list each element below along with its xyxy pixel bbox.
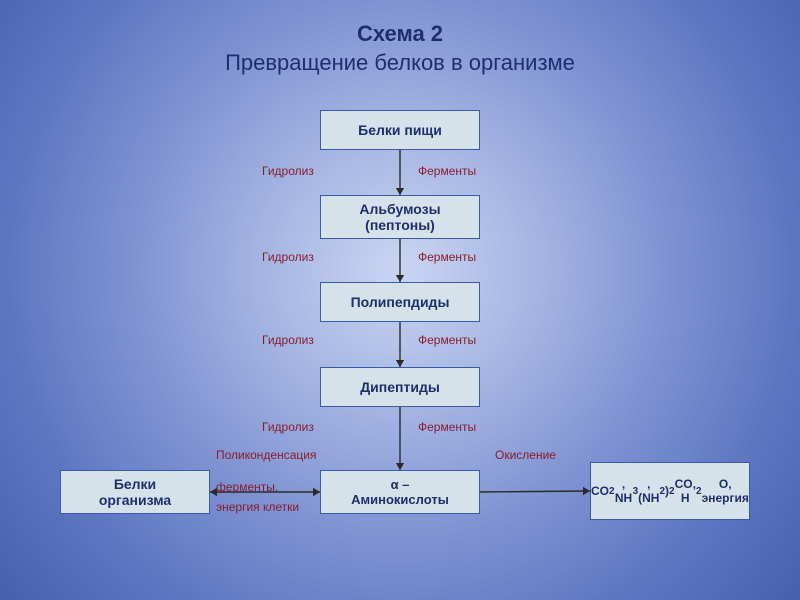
node-food-proteins: Белки пищи (320, 110, 480, 150)
node-albumoses: Альбумозы(пептоны) (320, 195, 480, 239)
node-amino-acids: α –Аминокислоты (320, 470, 480, 514)
label-hydrolysis-3: Гидролиз (262, 333, 314, 347)
label-hydrolysis-2: Гидролиз (262, 250, 314, 264)
label-enzymes-1: Ферменты (418, 164, 476, 178)
node-polypeptides: Полипепдиды (320, 282, 480, 322)
diagram-canvas: Схема 2 Превращение белков в организме Б… (0, 0, 800, 600)
label-enzymes-3: Ферменты (418, 333, 476, 347)
label-hydrolysis-4: Гидролиз (262, 420, 314, 434)
label-cell-energy: энергия клетки (216, 500, 299, 514)
node-products: CO2, NH3,(NH2)2CO,H2O, энергия (590, 462, 750, 520)
label-enzymes-comma: ферменты, (216, 480, 278, 494)
label-oxidation: Окисление (495, 448, 556, 462)
label-enzymes-4: Ферменты (418, 420, 476, 434)
node-dipeptides: Дипептиды (320, 367, 480, 407)
label-polycondensation: Поликонденсация (216, 448, 316, 462)
node-body-proteins: Белкиорганизма (60, 470, 210, 514)
diagram-title: Схема 2 Превращение белков в организме (0, 20, 800, 77)
label-enzymes-2: Ферменты (418, 250, 476, 264)
title-line1: Схема 2 (357, 21, 443, 46)
label-hydrolysis-1: Гидролиз (262, 164, 314, 178)
title-line2: Превращение белков в организме (225, 50, 575, 75)
